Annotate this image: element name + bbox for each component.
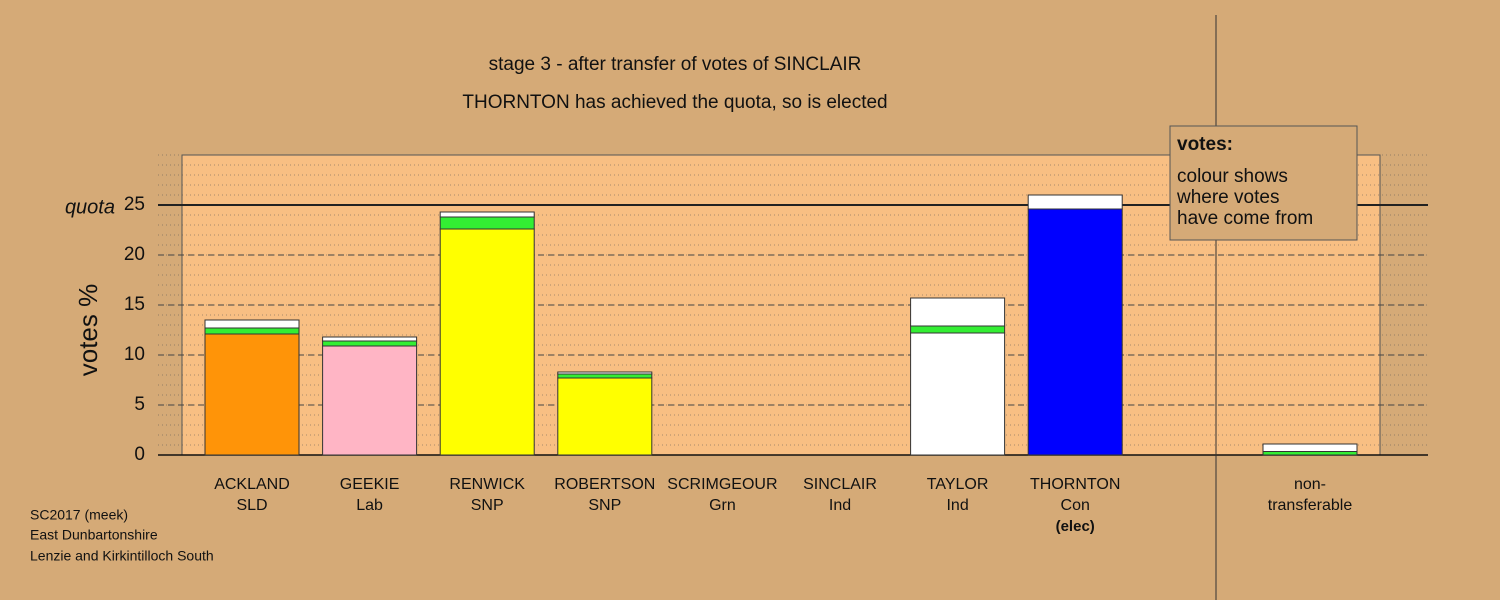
bar-segment <box>439 216 535 230</box>
x-tick-sublabel: SNP <box>471 497 504 514</box>
bar-segment <box>439 211 535 218</box>
x-tick-label: ACKLAND <box>214 476 290 493</box>
x-tick-label: THORNTON <box>1030 476 1120 493</box>
bar-segment <box>1027 208 1123 456</box>
bar-segment <box>557 371 653 375</box>
x-tick-label: TAYLOR <box>927 476 989 493</box>
x-tick-sublabel: Grn <box>709 497 736 514</box>
bar-segment <box>204 327 300 335</box>
y-tick-label: 10 <box>124 344 145 365</box>
bar-segment <box>439 228 535 456</box>
x-tick-label: SCRIMGEOUR <box>667 476 777 493</box>
chart-title: stage 3 - after transfer of votes of SIN… <box>489 54 862 75</box>
x-tick-sublabel: transferable <box>1268 497 1353 514</box>
bar-segment <box>322 340 418 347</box>
legend-box <box>1169 125 1358 241</box>
footer-line: East Dunbartonshire <box>30 527 158 543</box>
legend-line: colour shows <box>1177 166 1288 187</box>
bar-segment <box>204 333 300 456</box>
bar-segment <box>910 297 1006 327</box>
x-tick-label: non- <box>1294 476 1326 493</box>
bar-segment <box>322 345 418 456</box>
x-tick-sublabel: SLD <box>236 497 267 514</box>
bar-segment <box>322 336 418 342</box>
x-tick-label: ROBERTSON <box>554 476 655 493</box>
footer-line: Lenzie and Kirkintilloch South <box>30 548 214 564</box>
bar-segment <box>1027 194 1123 210</box>
chart-subtitle: THORNTON has achieved the quota, so is e… <box>462 92 887 113</box>
bar-segment <box>1262 443 1358 452</box>
x-tick-label: GEEKIE <box>340 476 400 493</box>
bar-segment <box>910 325 1006 334</box>
elected-note: (elec) <box>1056 518 1095 535</box>
x-tick-sublabel: Ind <box>829 497 851 514</box>
y-tick-label: 25 <box>124 194 145 215</box>
y-tick-label: 20 <box>124 244 145 265</box>
legend-line: have come from <box>1177 208 1313 229</box>
y-tick-label: 15 <box>124 294 145 315</box>
bar-segment <box>557 377 653 456</box>
bar-segment <box>557 373 653 379</box>
x-tick-sublabel: SNP <box>588 497 621 514</box>
legend-line: where votes <box>1176 187 1279 208</box>
y-tick-label: 5 <box>134 394 145 415</box>
y-axis-label: votes % <box>73 284 103 377</box>
x-tick-sublabel: Lab <box>356 497 383 514</box>
x-tick-label: RENWICK <box>449 476 525 493</box>
quota-label: quota <box>65 196 115 218</box>
bar-segment <box>1262 451 1358 456</box>
bar-segment <box>204 319 300 329</box>
legend-title: votes: <box>1177 134 1233 155</box>
x-tick-label: SINCLAIR <box>803 476 877 493</box>
x-tick-sublabel: Ind <box>946 497 968 514</box>
x-tick-sublabel: Con <box>1061 497 1090 514</box>
y-tick-label: 0 <box>134 444 145 465</box>
bar-segment <box>910 332 1006 456</box>
footer-line: SC2017 (meek) <box>30 507 128 523</box>
